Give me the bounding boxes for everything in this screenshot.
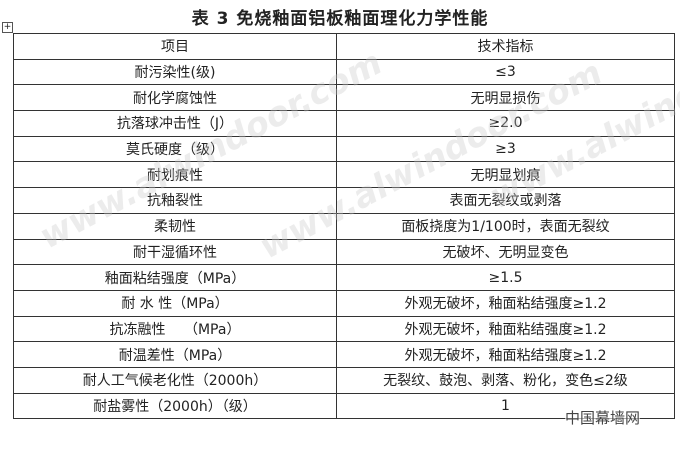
spec-cell: 无破坏、无明显变色 xyxy=(336,238,675,266)
spec-cell: 表面无裂纹或剥落 xyxy=(336,187,675,214)
table-row: 抗冻融性 （MPa） 外观无破坏，釉面粘结强度≥1.2 xyxy=(13,315,675,343)
spec-cell: 外观无破坏，釉面粘结强度≥1.2 xyxy=(336,341,675,368)
table-header-row: 项目 技术指标 xyxy=(13,33,675,60)
item-cell: 耐 水 性（MPa） xyxy=(13,289,337,317)
spec-cell: ≥3 xyxy=(336,135,675,163)
table-row: 莫氏硬度（级） ≥3 xyxy=(13,135,675,163)
table-row: 耐化学腐蚀性 无明显损伤 xyxy=(13,84,675,112)
item-cell: 耐干湿循环性 xyxy=(13,238,337,266)
item-cell: 耐温差性（MPa） xyxy=(13,341,337,368)
properties-table: 项目 技术指标 耐污染性(级) ≤3 耐化学腐蚀性 无明显损伤 抗落球冲击性（J） ≥2.… xyxy=(13,33,675,420)
spec-cell: 面板挠度为1/100时，表面无裂纹 xyxy=(336,212,675,240)
spec-cell: ≤3 xyxy=(336,58,675,86)
spec-cell: ≥1.5 xyxy=(336,264,675,291)
table-row: 釉面粘结强度（MPa） ≥1.5 xyxy=(13,264,675,291)
item-cell: 抗冻融性 （MPa） xyxy=(13,315,337,343)
item-cell: 釉面粘结强度（MPa） xyxy=(13,264,337,291)
table-row: 耐污染性(级) ≤3 xyxy=(13,58,675,86)
item-cell: 耐人工气候老化性（2000h） xyxy=(13,366,337,394)
table-row: 耐人工气候老化性（2000h） 无裂纹、鼓泡、剥落、粉化，变色≤2级 xyxy=(13,366,675,394)
spec-cell: 无明显损伤 xyxy=(336,84,675,112)
item-cell: 耐化学腐蚀性 xyxy=(13,84,337,112)
header-item: 项目 xyxy=(13,33,337,60)
item-cell: 抗釉裂性 xyxy=(13,187,337,214)
spec-cell: 无明显划痕 xyxy=(336,161,675,189)
spec-cell: 外观无破坏，釉面粘结强度≥1.2 xyxy=(336,315,675,343)
table-row: 耐温差性（MPa） 外观无破坏，釉面粘结强度≥1.2 xyxy=(13,341,675,368)
item-cell: 抗落球冲击性（J） xyxy=(13,110,337,137)
header-spec: 技术指标 xyxy=(336,33,675,60)
table-row: 耐 水 性（MPa） 外观无破坏，釉面粘结强度≥1.2 xyxy=(13,289,675,317)
table-row: 耐划痕性 无明显划痕 xyxy=(13,161,675,189)
table-row: 抗落球冲击性（J） ≥2.0 xyxy=(13,110,675,137)
item-cell: 耐污染性(级) xyxy=(13,58,337,86)
table-row: 抗釉裂性 表面无裂纹或剥落 xyxy=(13,187,675,214)
spec-cell: 外观无破坏，釉面粘结强度≥1.2 xyxy=(336,289,675,317)
table-title: 表 3 免烧釉面铝板釉面理化力学性能 xyxy=(191,9,489,29)
table-move-handle-icon[interactable]: + xyxy=(2,22,13,33)
site-logo: 中国幕墙网 xyxy=(564,407,640,428)
item-cell: 耐盐雾性（2000h）（级） xyxy=(13,392,337,420)
spec-cell: ≥2.0 xyxy=(336,110,675,137)
table-row: 耐干湿循环性 无破坏、无明显变色 xyxy=(13,238,675,266)
item-cell: 耐划痕性 xyxy=(13,161,337,189)
item-cell: 莫氏硬度（级） xyxy=(13,135,337,163)
table-row: 柔韧性 面板挠度为1/100时，表面无裂纹 xyxy=(13,212,675,240)
spec-cell: 无裂纹、鼓泡、剥落、粉化，变色≤2级 xyxy=(336,366,675,394)
item-cell: 柔韧性 xyxy=(13,212,337,240)
